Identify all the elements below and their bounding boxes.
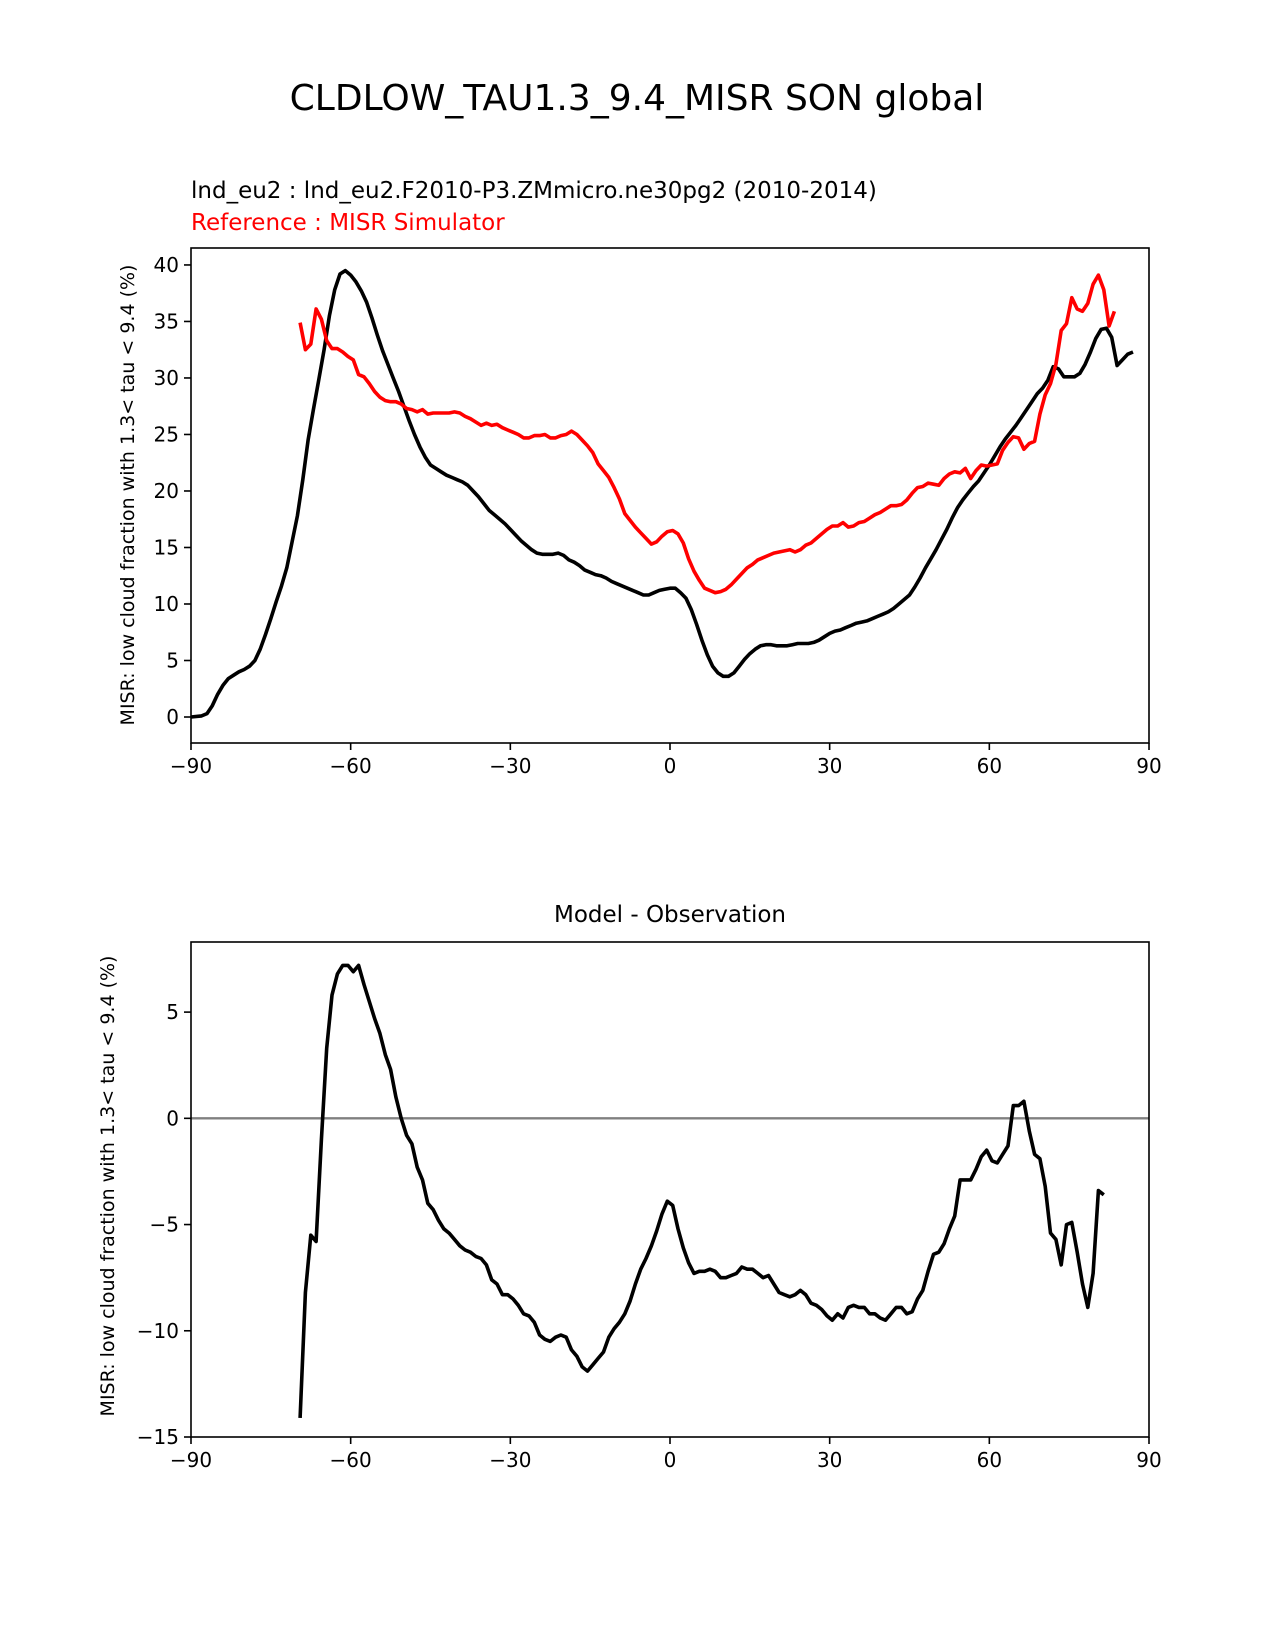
top-chart-x-tick-label: −60 [330, 754, 372, 778]
top-chart-series-0-line [190, 268, 1134, 719]
bottom-chart-y-tick-label: −5 [150, 1213, 179, 1237]
top-chart-y-tick-label: 10 [154, 592, 179, 616]
bottom-chart-title: Model - Observation [554, 902, 786, 928]
top-chart-series-1-line [298, 273, 1117, 595]
top-chart-y-tick-label: 25 [154, 422, 179, 446]
top-chart-y-tick-label: 40 [154, 253, 179, 277]
top-chart-x-tick-label: 90 [1136, 754, 1161, 778]
bottom-chart-y-tick-label: −15 [137, 1425, 179, 1449]
top-chart-x-tick-label: 60 [977, 754, 1002, 778]
top-chart-x-tick-label: 0 [664, 754, 677, 778]
bottom-chart-x-tick-label: −90 [170, 1448, 212, 1472]
bottom-chart-x-tick-label: 0 [664, 1448, 677, 1472]
top-chart-test-label: lnd_eu2 : lnd_eu2.F2010-P3.ZMmicro.ne30p… [191, 178, 877, 204]
bottom-chart-y-tick-label: −10 [137, 1319, 179, 1343]
bottom-chart-x-tick-label: 90 [1136, 1448, 1161, 1472]
top-chart-x-tick-label: 30 [817, 754, 842, 778]
bottom-chart-y-tick-label: 5 [166, 1000, 179, 1024]
top-chart-x-tick-label: −90 [170, 754, 212, 778]
top-chart-y-tick-label: 35 [154, 309, 179, 333]
top-chart-y-tick-label: 15 [154, 535, 179, 559]
top-chart-y-tick-label: 30 [154, 366, 179, 390]
top-chart-y-tick-label: 0 [166, 705, 179, 729]
top-chart-y-tick-label: 5 [166, 649, 179, 673]
top-chart-reference-label: Reference : MISR Simulator [191, 210, 505, 236]
bottom-chart-x-tick-label: −60 [330, 1448, 372, 1472]
top-chart-y-axis-label: MISR: low cloud fraction with 1.3< tau <… [117, 265, 139, 726]
bottom-chart-series-0-line [298, 963, 1105, 1418]
bottom-chart-y-tick-label: 0 [166, 1106, 179, 1130]
bottom-chart: Model - Observation MISR: low cloud frac… [97, 902, 1162, 1472]
figure-title: CLDLOW_TAU1.3_9.4_MISR SON global [290, 78, 985, 119]
bottom-chart-x-tick-label: 30 [817, 1448, 842, 1472]
bottom-chart-y-axis-label: MISR: low cloud fraction with 1.3< tau <… [97, 956, 119, 1417]
bottom-chart-x-tick-label: −30 [489, 1448, 531, 1472]
top-chart-x-tick-label: −30 [489, 754, 531, 778]
top-chart-y-tick-label: 20 [154, 479, 179, 503]
top-chart: lnd_eu2 : lnd_eu2.F2010-P3.ZMmicro.ne30p… [117, 178, 1162, 778]
bottom-chart-x-tick-label: 60 [977, 1448, 1002, 1472]
